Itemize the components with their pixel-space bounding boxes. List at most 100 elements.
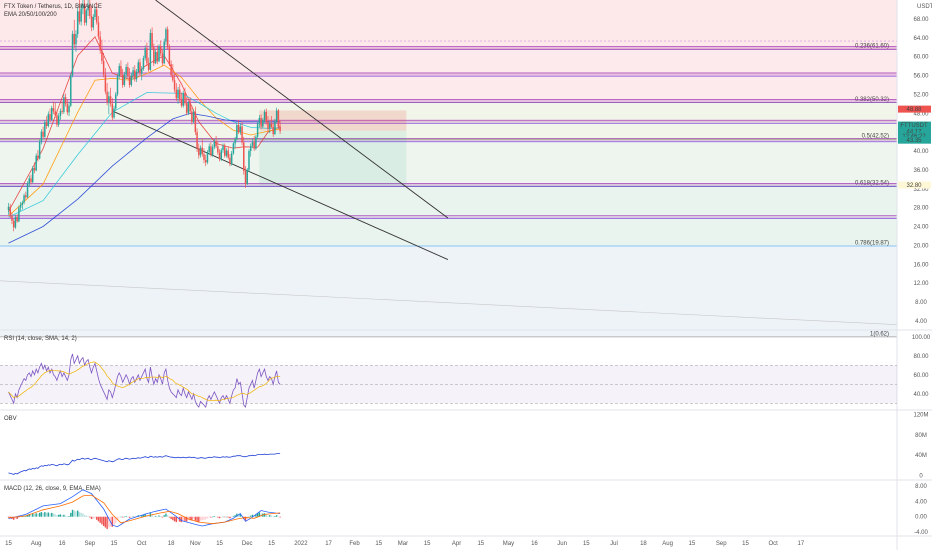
candle-body	[135, 71, 138, 80]
macd-hist-bar	[211, 516, 214, 518]
candle-body	[38, 141, 41, 159]
macd-hist-bar	[255, 514, 257, 517]
macd-hist-bar	[130, 516, 133, 518]
macd-hist-bar	[279, 516, 281, 518]
price-tick: 20.00	[913, 243, 929, 249]
macd-hist-bar	[49, 513, 51, 517]
obv-line	[8, 453, 281, 475]
candle-body	[73, 33, 75, 45]
currency-label: USDT	[917, 4, 932, 10]
macd-hist-bar	[56, 515, 58, 517]
candle-body	[272, 126, 274, 135]
indicator-label: EMA 20/50/100/200	[4, 12, 57, 18]
time-tick: Aug	[31, 541, 42, 547]
candle-body	[213, 141, 216, 148]
macd-hist-bar	[102, 516, 105, 526]
macd-hist-bar	[64, 515, 67, 517]
fib-zone	[0, 139, 897, 187]
macd-hist-bar	[26, 514, 29, 517]
rsi-tick: 60.00	[913, 373, 929, 379]
candle-body	[191, 111, 193, 122]
candle-body	[115, 94, 117, 109]
candle-body	[156, 51, 159, 62]
candle-body	[153, 47, 155, 64]
candle-body	[130, 75, 133, 85]
macd-hist-bar	[116, 516, 119, 520]
candle-body	[123, 74, 126, 85]
time-tick: Oct	[137, 541, 147, 547]
price-tick: 48.00	[913, 111, 929, 117]
candle-body	[76, 11, 79, 34]
candle-body	[206, 151, 209, 163]
time-tick: 18	[640, 541, 647, 547]
candle-body	[146, 48, 148, 64]
candle-body	[179, 89, 181, 100]
macd-hist-bar	[170, 516, 172, 520]
time-tick: Dec	[242, 541, 253, 547]
rsi-label: RSI (14, close, SMA, 14, 2)	[4, 336, 77, 342]
candle-body	[275, 110, 278, 122]
candle-body	[9, 206, 11, 216]
macd-hist-bar	[198, 516, 200, 523]
macd-hist-bar	[89, 516, 91, 518]
candle-body	[70, 75, 72, 106]
candle-body	[241, 126, 243, 143]
price-tick: 24.00	[913, 225, 929, 231]
candle-body	[175, 89, 178, 99]
candle-body	[28, 178, 31, 184]
macd-hist-bar	[229, 516, 231, 519]
macd-tick: 8.00	[915, 484, 927, 490]
candle-body	[158, 46, 160, 62]
candle-body	[97, 22, 100, 37]
macd-hist-bar	[163, 515, 165, 517]
candle-body	[80, 8, 82, 22]
candle-body	[201, 147, 204, 154]
macd-hist-bar	[215, 516, 217, 518]
candle-body	[116, 75, 119, 95]
macd-hist-bar	[82, 513, 84, 517]
candle-body	[180, 99, 183, 106]
candle-body	[210, 146, 212, 155]
short-target-box	[259, 110, 407, 131]
macd-hist-bar	[275, 515, 278, 517]
macd-hist-bar	[144, 513, 146, 517]
candle-body	[137, 62, 139, 72]
sr-zone	[0, 183, 897, 187]
candle-body	[21, 202, 24, 205]
candle-body	[248, 151, 250, 170]
candle-body	[128, 75, 131, 85]
macd-hist-bar	[94, 516, 96, 519]
price-tag-label: 44.17	[906, 129, 922, 135]
candle-body	[47, 114, 50, 127]
macd-hist-bar	[196, 516, 198, 523]
macd-hist-bar	[47, 512, 49, 517]
candle-body	[262, 120, 264, 127]
macd-hist-bar	[187, 516, 190, 520]
candle-body	[59, 110, 62, 117]
macd-hist-bar	[14, 516, 17, 519]
candle-body	[44, 122, 46, 137]
macd-hist-bar	[101, 516, 103, 525]
candle-body	[99, 36, 101, 51]
candle-body	[237, 125, 240, 133]
macd-line	[8, 489, 281, 528]
candle-body	[211, 147, 214, 155]
candle-body	[196, 132, 198, 149]
macd-hist-bar	[19, 516, 22, 518]
candle-body	[243, 142, 245, 171]
candle-body	[192, 111, 195, 122]
macd-signal-line	[8, 494, 281, 525]
candle-body	[236, 125, 238, 140]
candle-body	[75, 33, 77, 45]
candle-body	[263, 111, 266, 121]
macd-hist-bar	[51, 512, 53, 517]
time-tick: Aug	[662, 541, 673, 547]
time-tick: 15	[424, 541, 431, 547]
long-target-box	[259, 130, 407, 186]
candle-body	[189, 102, 191, 112]
time-tick: 15	[689, 541, 696, 547]
price-tick: 8.00	[915, 300, 927, 306]
candle-body	[204, 159, 207, 163]
candle-body	[134, 70, 136, 80]
